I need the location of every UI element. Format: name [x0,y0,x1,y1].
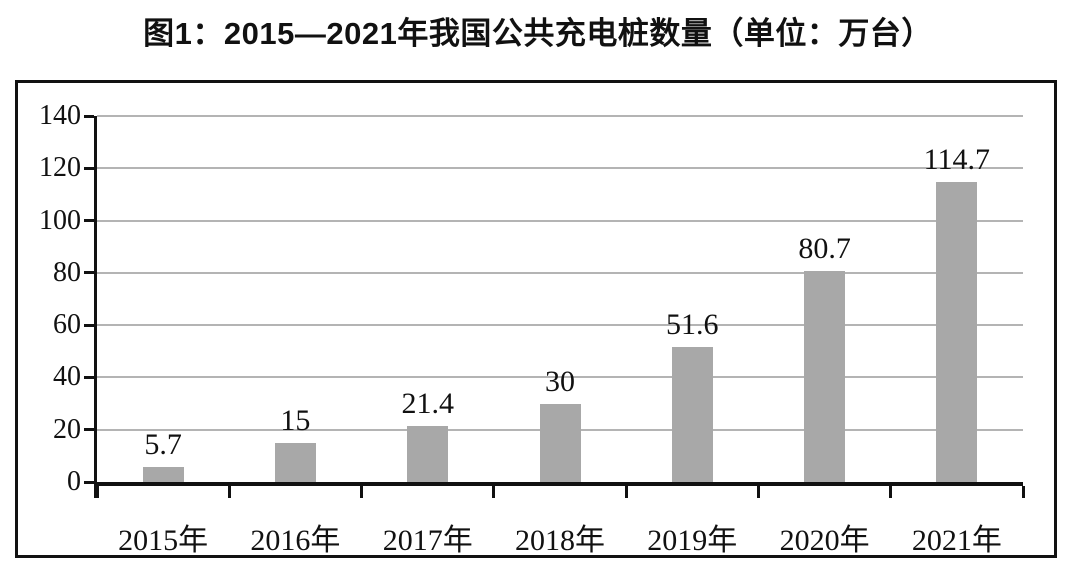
figure-title: 图1：2015—2021年我国公共充电桩数量（单位：万台） [143,16,933,51]
gridline-y-40 [97,376,1023,379]
bar-value-label-2018年: 30 [545,364,575,398]
y-axis [94,116,97,498]
x-tick-mark-0 [95,486,99,498]
y-tick-label-100: 100 [39,204,81,236]
x-tick-label-2019年: 2019年 [647,524,738,557]
gridline-y-100 [97,219,1023,222]
y-tick-label-60: 60 [53,309,81,341]
y-tick-label-80: 80 [53,256,81,288]
gridline-y-60 [97,324,1023,327]
y-tick-label-0: 0 [67,466,81,497]
x-tick-mark-1 [227,486,231,498]
x-tick-mark-5 [756,486,760,498]
x-tick-label-2017年: 2017年 [382,524,473,557]
bar-value-label-2017年: 21.4 [401,387,454,421]
x-tick-mark-3 [492,486,496,498]
gridline-y-120 [97,167,1023,170]
x-tick-mark-4 [624,486,628,498]
y-tick-mark-120 [84,166,94,170]
bar-2017年 [407,426,449,482]
x-tick-mark-2 [360,486,364,498]
bar-2015年 [142,467,184,482]
y-tick-label-20: 20 [53,413,81,445]
bar-2021年 [936,182,978,482]
bar-value-label-2019年: 51.6 [666,308,719,342]
y-tick-mark-100 [84,219,94,223]
bar-value-label-2016年: 15 [280,403,311,437]
y-tick-mark-60 [84,323,94,327]
x-tick-label-2016年: 2016年 [250,524,341,557]
y-tick-mark-140 [84,114,94,118]
y-tick-mark-0 [84,480,94,484]
x-axis [94,482,1023,486]
x-tick-label-2020年: 2020年 [779,524,870,557]
bar-value-label-2020年: 80.7 [798,232,851,266]
y-tick-label-40: 40 [53,361,81,393]
x-tick-label-2018年: 2018年 [514,524,605,557]
y-tick-label-140: 140 [39,100,81,131]
y-tick-label-120: 120 [39,152,81,184]
x-tick-label-2021年: 2021年 [911,524,1002,557]
chart-frame: 0 20 40 60 80 100 120 140 5.7 15 21.4 30 51.6 80.7 114… [15,80,1057,558]
y-tick-mark-80 [84,271,94,275]
bar-value-label-2021年: 114.7 [923,143,991,177]
bar-2016年 [274,442,316,482]
plot-area: 0 20 40 60 80 100 120 140 5.7 15 21.4 30 51.6 80.7 114… [39,101,1025,557]
bar-value-label-2015年: 5.7 [144,428,182,462]
gridline-y-80 [97,271,1023,274]
y-tick-mark-40 [84,375,94,379]
x-tick-mark-7 [1021,486,1025,498]
bar-2020年 [804,271,846,482]
bar-2019年 [671,347,713,482]
bar-2018年 [539,403,581,482]
x-tick-label-2015年: 2015年 [118,524,209,557]
gridline-y-140 [97,115,1023,117]
x-tick-mark-6 [889,486,893,498]
y-tick-mark-20 [84,428,94,432]
